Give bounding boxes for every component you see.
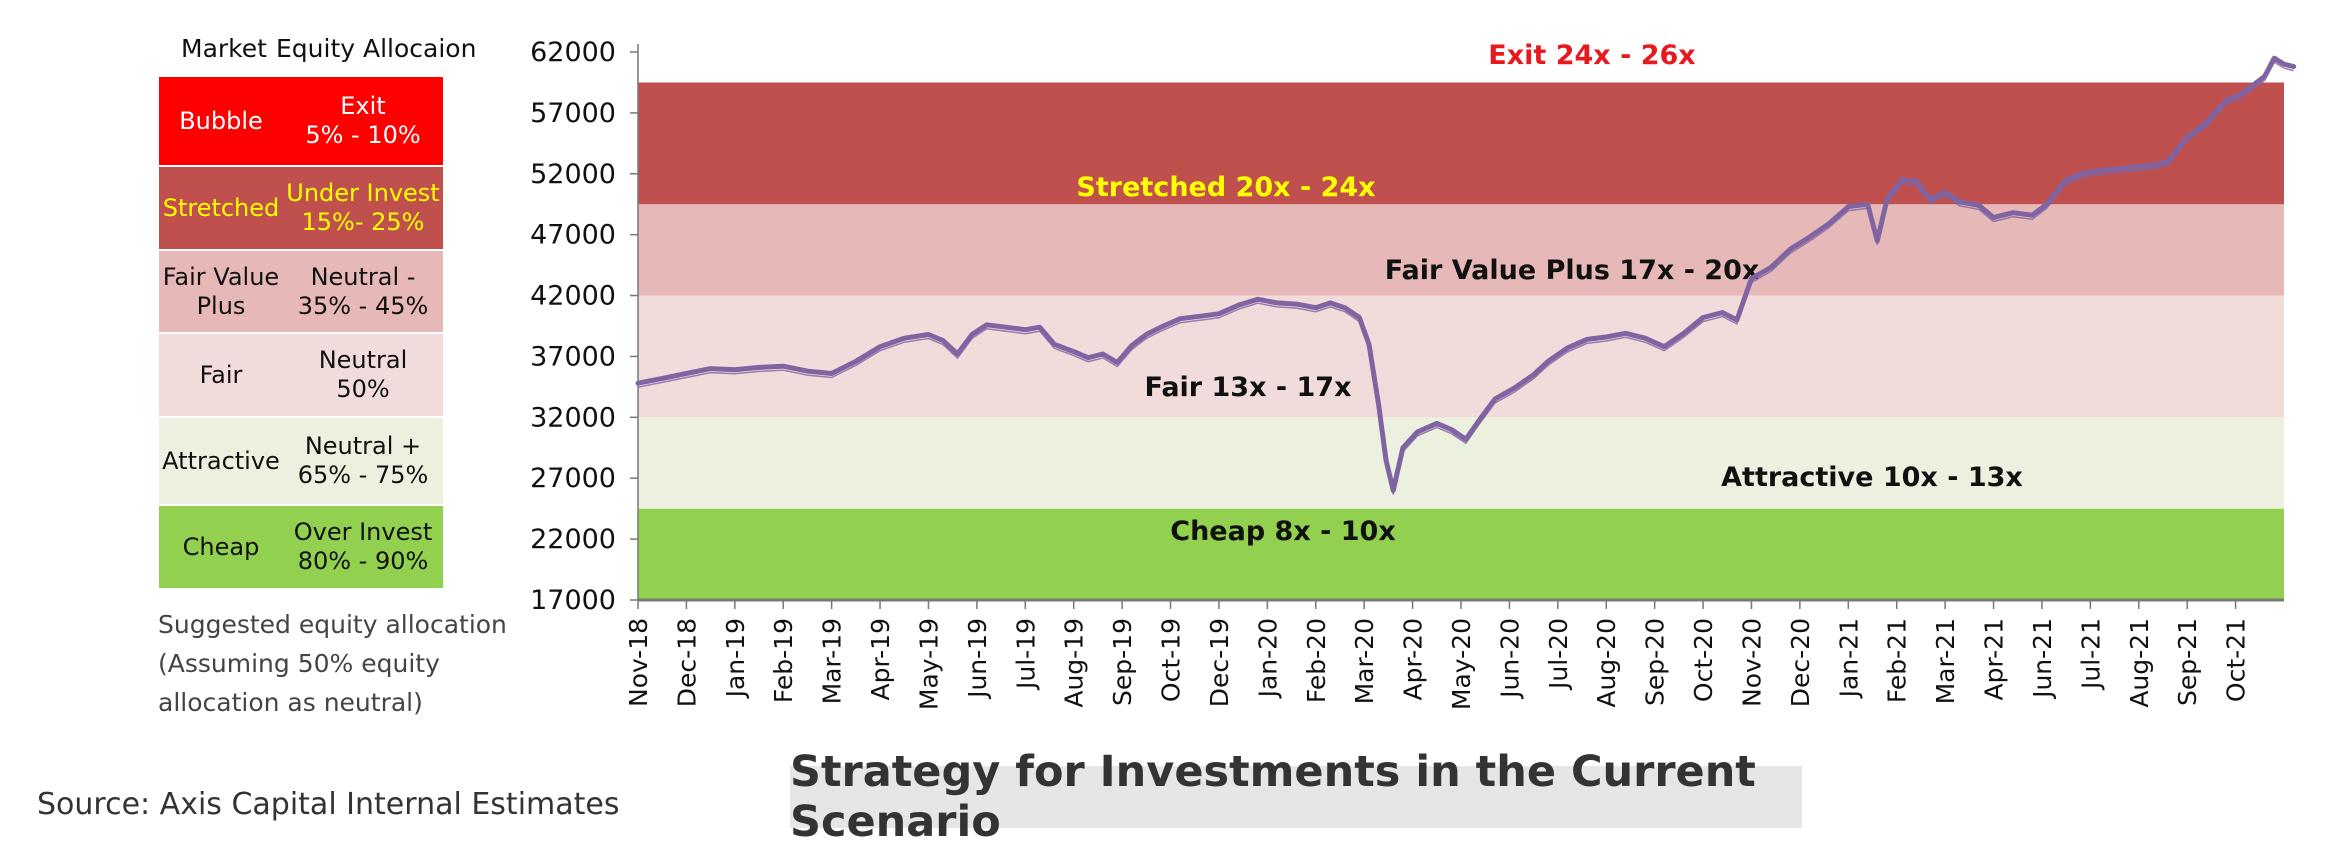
- allocation-line-1: Over Invest: [293, 518, 433, 546]
- x-tick-label: May-20: [1447, 618, 1476, 710]
- market-line-2: Plus: [196, 291, 246, 320]
- zone-band: [638, 52, 2284, 83]
- market-label: Fair: [199, 360, 243, 389]
- x-tick-label: Nov-18: [624, 618, 653, 707]
- table-header-allocation: Equity Allocaion: [276, 34, 477, 63]
- note-line: Suggested equity allocation: [158, 610, 507, 639]
- x-tick-label: Jul-20: [1544, 618, 1573, 691]
- x-tick-label: Jan-21: [1834, 618, 1863, 699]
- market-label: Stretched: [162, 193, 280, 222]
- zone-label: Fair 13x - 17x: [1144, 372, 1351, 403]
- table-row-cheap: Cheap Over Invest 80% - 90%: [159, 506, 443, 588]
- zone-label: Fair Value Plus 17x - 20x: [1385, 255, 1760, 286]
- zone-band: [638, 204, 2284, 296]
- x-tick-label: May-19: [914, 618, 943, 710]
- x-tick-label: Mar-20: [1350, 618, 1379, 704]
- zone-band: [638, 295, 2284, 418]
- allocation-line-2: 15%- 25%: [301, 208, 425, 236]
- x-tick-label: Jul-21: [2076, 618, 2105, 691]
- x-tick-label: Feb-21: [1883, 618, 1912, 703]
- x-tick-label: Jan-19: [721, 618, 750, 699]
- allocation-line-2: 5% - 10%: [305, 121, 421, 149]
- x-tick-label: Apr-21: [1980, 618, 2009, 700]
- table-header-market: Market: [181, 34, 267, 63]
- market-line-1: Fair Value: [162, 262, 280, 291]
- market-label: Cheap: [182, 532, 260, 561]
- table-row-fair-value-plus: Fair Value Plus Neutral - 35% - 45%: [159, 251, 443, 332]
- allocation-note: Suggested equity allocation (Assuming 50…: [158, 605, 507, 722]
- zone-label: Cheap 8x - 10x: [1170, 516, 1396, 547]
- x-tick-label: Sep-21: [2173, 618, 2202, 706]
- y-tick-label: 62000: [530, 37, 616, 68]
- y-tick-label: 32000: [530, 402, 616, 433]
- x-tick-label: Dec-18: [672, 618, 701, 707]
- y-tick-label: 17000: [530, 585, 616, 616]
- note-line: (Assuming 50% equity: [158, 649, 440, 678]
- source-note: Source: Axis Capital Internal Estimates: [37, 787, 620, 822]
- y-tick-label: 42000: [530, 281, 616, 312]
- x-tick-label: Jan-20: [1253, 618, 1282, 699]
- x-tick-label: Jun-21: [2028, 618, 2057, 700]
- x-tick-label: Oct-19: [1157, 618, 1186, 702]
- x-tick-label: Apr-20: [1399, 618, 1428, 700]
- x-tick-label: Aug-20: [1592, 618, 1621, 708]
- x-tick-label: Oct-20: [1689, 618, 1718, 702]
- allocation-line-1: Neutral -: [310, 262, 416, 291]
- x-tick-label: Sep-20: [1641, 618, 1670, 706]
- y-tick-label: 37000: [530, 341, 616, 372]
- allocation-line-1: Exit: [340, 92, 386, 120]
- series-line-shadow: [637, 61, 2294, 495]
- allocation-label: Neutral 50%: [283, 346, 443, 404]
- x-tick-label: Oct-21: [2222, 618, 2251, 702]
- zone-band: [638, 417, 2284, 509]
- zone-label: Stretched 20x - 24x: [1076, 172, 1375, 203]
- x-tick-label: Feb-19: [769, 618, 798, 703]
- x-tick-label: Aug-21: [2125, 618, 2154, 708]
- x-tick-label: Dec-19: [1205, 618, 1234, 707]
- table-row-bubble: Bubble Exit 5% - 10%: [159, 77, 443, 165]
- zone-label: Attractive 10x - 13x: [1721, 462, 2023, 493]
- x-tick-label: Mar-21: [1931, 618, 1960, 704]
- allocation-label: Neutral - 35% - 45%: [283, 263, 443, 321]
- x-tick-label: Nov-20: [1737, 618, 1766, 707]
- x-tick-label: Dec-20: [1786, 618, 1815, 707]
- table-row-stretched: Stretched Under Invest 15%- 25%: [159, 167, 443, 249]
- y-tick-label: 27000: [530, 463, 616, 494]
- allocation-line-2: 65% - 75%: [297, 461, 429, 489]
- y-tick-label: 47000: [530, 220, 616, 251]
- series-line: [635, 55, 2297, 493]
- market-label: Bubble: [179, 106, 263, 135]
- market-label: Fair Value Plus: [159, 263, 283, 321]
- y-tick-label: 57000: [530, 98, 616, 129]
- zone-label: Exit 24x - 26x: [1488, 40, 1695, 71]
- market-label: Attractive: [162, 446, 280, 475]
- y-tick-label: 52000: [530, 159, 616, 190]
- allocation-line-1: Under Invest: [286, 179, 440, 207]
- banner-title: Strategy for Investments in the Current …: [790, 747, 1802, 847]
- allocation-label: Under Invest 15%- 25%: [283, 179, 443, 237]
- y-tick-label: 22000: [530, 524, 616, 555]
- x-tick-label: Jun-20: [1495, 618, 1524, 700]
- x-tick-label: Sep-19: [1108, 618, 1137, 706]
- allocation-label: Exit 5% - 10%: [283, 92, 443, 150]
- zone-band: [638, 508, 2284, 600]
- x-tick-label: Feb-20: [1302, 618, 1331, 703]
- table-row-attractive: Attractive Neutral + 65% - 75%: [159, 418, 443, 504]
- zone-band: [638, 82, 2284, 205]
- allocation-line-2: 50%: [336, 375, 390, 403]
- allocation-line-2: 80% - 90%: [297, 547, 429, 575]
- x-tick-label: Aug-19: [1060, 618, 1089, 708]
- allocation-line-1: Neutral +: [304, 432, 422, 460]
- allocation-line-1: Neutral: [318, 346, 408, 374]
- allocation-label: Over Invest 80% - 90%: [283, 518, 443, 576]
- note-line: allocation as neutral): [158, 688, 423, 717]
- x-tick-label: Jun-19: [963, 618, 992, 700]
- x-tick-label: Mar-19: [818, 618, 847, 704]
- table-row-fair: Fair Neutral 50%: [159, 334, 443, 416]
- x-tick-label: Jul-19: [1011, 618, 1040, 691]
- allocation-line-2: 35% - 45%: [297, 291, 429, 320]
- x-tick-label: Apr-19: [866, 618, 895, 700]
- allocation-label: Neutral + 65% - 75%: [283, 432, 443, 490]
